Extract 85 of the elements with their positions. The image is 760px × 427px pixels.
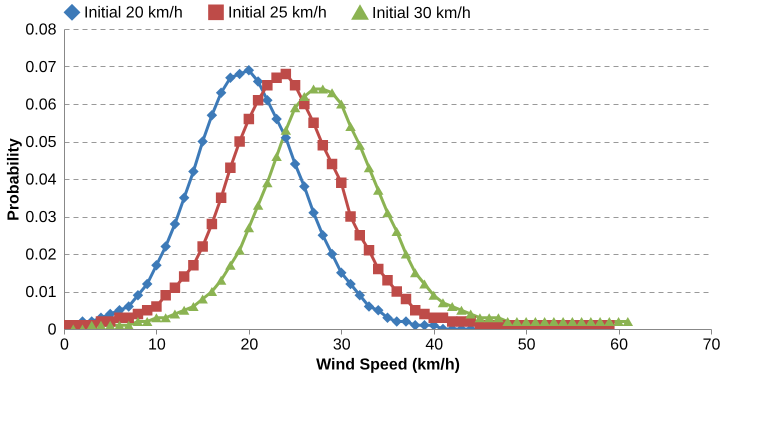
x-tick-label: 70 [702,336,720,354]
y-tick-label: 0.05 [25,134,57,151]
point [206,218,218,230]
legend-label: Initial 25 km/h [228,4,327,22]
point [252,76,264,87]
point [188,166,199,177]
point [151,301,162,312]
point [271,114,282,124]
point [225,162,236,173]
point [178,192,190,203]
y-tick-label: 0.02 [25,246,57,264]
point [336,268,347,278]
point [252,95,264,106]
x-tick-label: 30 [332,336,351,354]
point [271,72,282,83]
x-axis-title: Wind Speed (km/h) [316,356,460,374]
point [123,301,134,312]
point [142,305,152,316]
point [290,80,300,90]
point [197,241,208,252]
y-tick-label: 0.07 [25,59,57,76]
point [142,278,152,290]
y-tick-label: 0.03 [25,209,57,226]
point [364,245,374,256]
y-tick-label: 0.08 [25,22,57,38]
y-tick-label: 0.01 [25,284,57,301]
point [160,241,171,252]
point [392,316,402,327]
point [206,110,218,120]
x-tick-label: 50 [518,336,536,354]
point [326,248,338,260]
point [290,158,300,170]
x-tick-label: 10 [148,336,166,354]
point [262,95,273,106]
x-tick-label: 20 [240,336,258,354]
point [299,181,310,192]
point [280,68,292,80]
legend-label: Initial 30 km/h [372,4,471,22]
point [318,140,328,150]
point [354,290,366,300]
point [410,320,420,329]
point [410,305,420,316]
point [345,211,356,222]
point [373,305,384,316]
point [234,68,245,80]
point [308,118,319,128]
y-tick-label: 0.04 [25,172,57,188]
point [308,208,319,218]
point [382,312,393,323]
point [336,178,347,188]
point [345,278,356,290]
point [400,294,412,304]
point [170,218,180,230]
x-tick-label: 0 [60,336,70,354]
y-axis-title: Probability [5,138,22,221]
point [244,65,254,76]
point [170,282,180,293]
point [262,80,273,90]
point [244,114,254,124]
point [151,260,162,270]
legend-label: Initial 20 km/h [84,4,183,22]
point [318,230,328,240]
y-tick-label: 0 [48,322,57,338]
point [216,88,226,98]
point [178,271,190,282]
point [216,192,226,203]
point [234,136,245,147]
point [364,301,374,312]
point [354,230,366,240]
point [326,158,338,170]
point [382,275,393,286]
point [419,308,430,320]
point [419,320,430,329]
point [438,312,448,323]
point [373,264,384,274]
y-tick-label: 0.06 [25,96,57,114]
x-tick-label: 60 [610,336,628,354]
point [132,290,144,300]
point [400,316,412,327]
point [197,136,208,147]
x-tick-label: 40 [425,336,444,354]
point [188,260,199,270]
point [392,286,402,297]
point [225,72,236,83]
point [160,290,171,300]
